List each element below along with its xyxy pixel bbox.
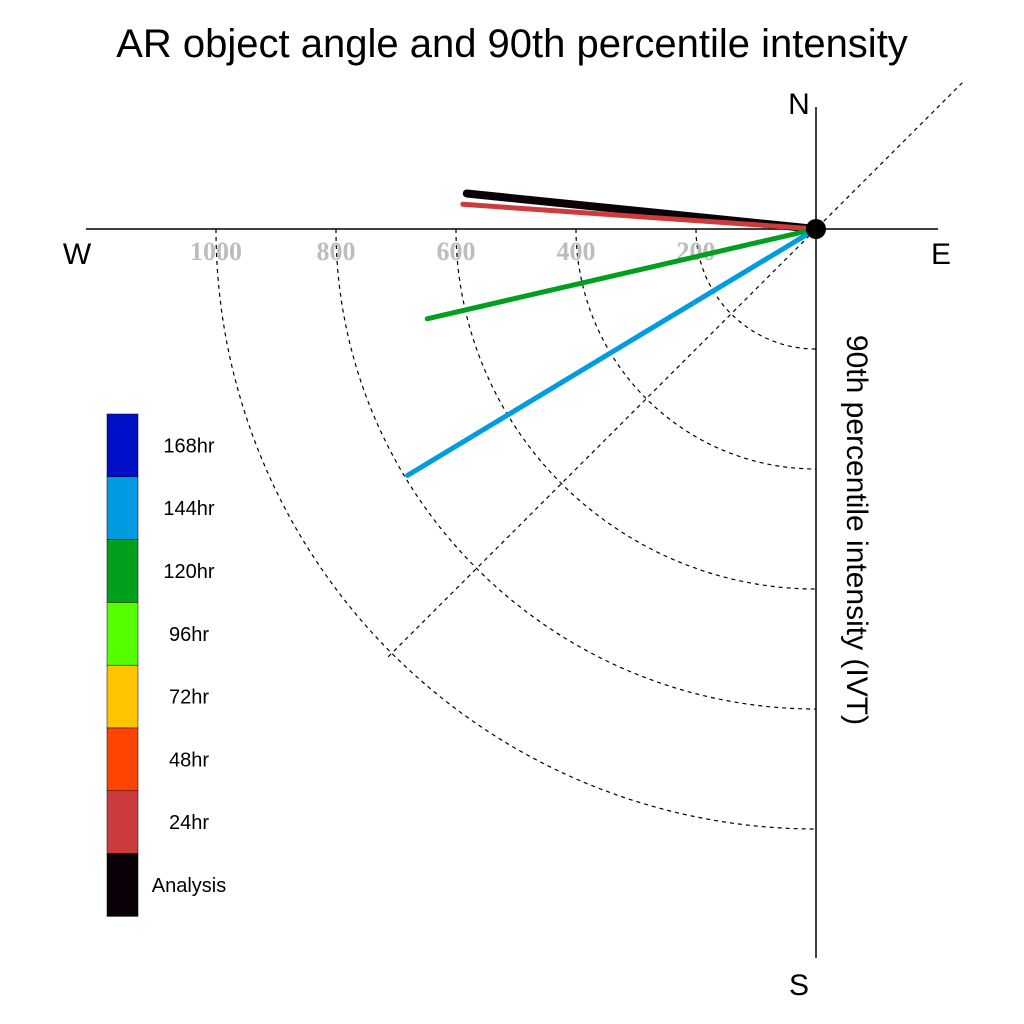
legend-swatch-24hr — [106, 790, 139, 854]
legend-swatch-48hr — [106, 727, 139, 792]
legend-label-144hr: 144hr — [163, 498, 214, 520]
y-axis-label: 90th percentile intensity (IVT) — [840, 335, 873, 725]
legend-label-168hr: 168hr — [163, 435, 214, 457]
series-line-144hr — [405, 226, 819, 478]
series-line-120hr — [424, 226, 819, 322]
tick-label-600: 600 — [437, 237, 476, 266]
south-label: S — [789, 969, 809, 1002]
east-label: E — [931, 238, 951, 271]
tick-label-1000: 1000 — [190, 237, 242, 266]
grid-diagonal — [387, 82, 963, 658]
legend-swatch-144hr — [106, 476, 139, 540]
legend-swatch-72hr — [106, 664, 139, 729]
legend-swatch-analysis — [106, 853, 139, 917]
legend-swatch-96hr — [106, 602, 139, 666]
legend: 168hr 144hr 120hr 96hr 72hr 48hr 24hr Analysis — [106, 413, 226, 917]
legend-label-24hr: 24hr — [169, 812, 209, 834]
legend-swatch-168hr — [106, 413, 139, 478]
origin-marker — [806, 219, 826, 239]
legend-label-72hr: 72hr — [169, 687, 209, 709]
series-line-24hr — [460, 201, 819, 232]
legend-label-120hr: 120hr — [163, 561, 214, 583]
tick-label-400: 400 — [557, 237, 596, 266]
tick-label-800: 800 — [317, 237, 356, 266]
west-label: W — [63, 238, 92, 271]
chart-title: AR object angle and 90th percentile inte… — [116, 22, 908, 66]
legend-label-48hr: 48hr — [169, 749, 209, 771]
grid-ring-800 — [335, 228, 817, 710]
legend-label-analysis: Analysis — [152, 875, 226, 897]
north-label: N — [788, 88, 810, 121]
legend-swatch-120hr — [106, 539, 139, 603]
legend-label-96hr: 96hr — [169, 624, 209, 646]
series-lines — [405, 189, 820, 478]
grid-ring-1000 — [215, 228, 817, 830]
grid-ring-400 — [575, 228, 817, 470]
